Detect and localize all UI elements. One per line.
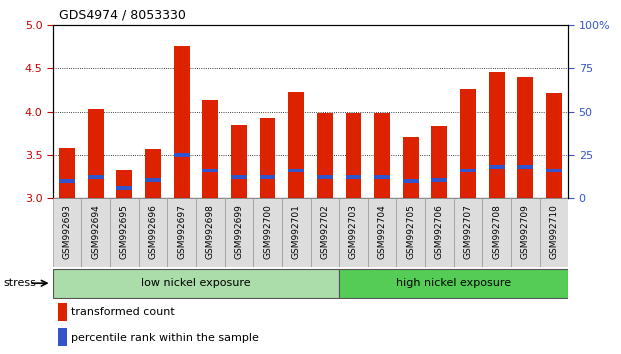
Bar <box>454 198 483 267</box>
Bar <box>196 198 225 267</box>
Bar <box>202 100 218 198</box>
Bar <box>81 198 110 267</box>
Text: high nickel exposure: high nickel exposure <box>396 278 511 288</box>
Text: low nickel exposure: low nickel exposure <box>141 278 251 288</box>
Bar <box>117 170 132 198</box>
Text: GSM992697: GSM992697 <box>177 204 186 259</box>
Bar <box>145 149 161 198</box>
Bar <box>339 198 368 267</box>
Text: GSM992701: GSM992701 <box>292 204 301 259</box>
Bar <box>368 198 396 267</box>
Bar <box>345 176 361 179</box>
Bar <box>174 46 189 198</box>
Text: GSM992708: GSM992708 <box>492 204 501 259</box>
Bar <box>231 176 247 179</box>
Text: GSM992703: GSM992703 <box>349 204 358 259</box>
Bar <box>483 198 511 267</box>
Bar <box>59 148 75 198</box>
Bar <box>517 77 533 198</box>
Text: GSM992710: GSM992710 <box>550 204 558 259</box>
Bar <box>425 198 454 267</box>
Bar <box>167 198 196 267</box>
Bar <box>117 186 132 190</box>
Text: stress: stress <box>3 278 36 288</box>
Text: GSM992706: GSM992706 <box>435 204 444 259</box>
Text: GSM992695: GSM992695 <box>120 204 129 259</box>
Bar <box>138 198 167 267</box>
Bar <box>317 176 333 179</box>
Bar <box>58 303 67 321</box>
Bar <box>260 175 276 178</box>
Bar <box>396 198 425 267</box>
Text: GSM992705: GSM992705 <box>406 204 415 259</box>
Bar <box>53 198 81 267</box>
Bar <box>202 169 218 172</box>
Bar <box>288 169 304 172</box>
Bar <box>260 118 276 198</box>
Bar <box>546 169 562 172</box>
Text: GSM992707: GSM992707 <box>463 204 473 259</box>
Text: GSM992693: GSM992693 <box>63 204 71 259</box>
Text: GSM992694: GSM992694 <box>91 204 100 258</box>
Text: GSM992698: GSM992698 <box>206 204 215 259</box>
Text: transformed count: transformed count <box>71 307 175 317</box>
Bar <box>460 89 476 198</box>
Text: GSM992702: GSM992702 <box>320 204 329 258</box>
Bar <box>174 153 189 157</box>
Bar <box>489 73 504 198</box>
Text: GSM992699: GSM992699 <box>234 204 243 259</box>
Bar <box>403 137 419 198</box>
Bar <box>403 179 419 183</box>
FancyBboxPatch shape <box>53 269 339 297</box>
Bar <box>345 113 361 198</box>
Bar <box>225 198 253 267</box>
Bar <box>432 126 447 198</box>
Bar <box>460 169 476 172</box>
Bar <box>546 93 562 198</box>
Text: GSM992709: GSM992709 <box>521 204 530 259</box>
Bar <box>88 176 104 179</box>
Bar <box>489 165 504 169</box>
Bar <box>282 198 310 267</box>
Bar <box>310 198 339 267</box>
Bar <box>317 113 333 198</box>
Bar <box>58 329 67 346</box>
Text: GSM992700: GSM992700 <box>263 204 272 259</box>
FancyBboxPatch shape <box>339 269 568 297</box>
Text: GSM992704: GSM992704 <box>378 204 387 258</box>
Bar <box>374 176 390 179</box>
Bar <box>253 198 282 267</box>
Bar <box>59 179 75 183</box>
Bar <box>145 178 161 182</box>
Bar <box>88 109 104 198</box>
Text: GDS4974 / 8053330: GDS4974 / 8053330 <box>59 8 186 21</box>
Bar <box>540 198 568 267</box>
Bar <box>517 165 533 169</box>
Bar <box>110 198 138 267</box>
Text: percentile rank within the sample: percentile rank within the sample <box>71 333 259 343</box>
Bar <box>511 198 540 267</box>
Bar <box>432 178 447 182</box>
Bar <box>374 113 390 198</box>
Bar <box>288 92 304 198</box>
Bar <box>231 125 247 198</box>
Text: GSM992696: GSM992696 <box>148 204 158 259</box>
